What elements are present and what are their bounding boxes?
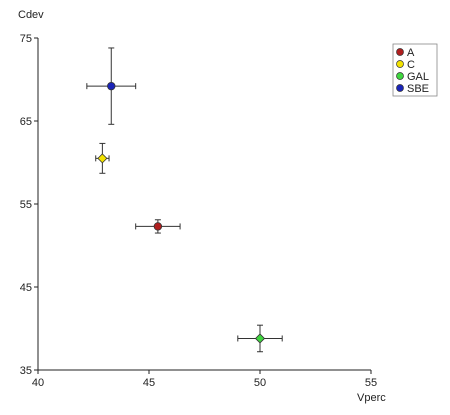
legend-label-c: C <box>407 59 415 71</box>
legend-marker-sbe <box>396 84 404 92</box>
x-tick-label-55: 55 <box>365 377 377 389</box>
legend-label-a: A <box>407 47 415 59</box>
y-tick-label-55: 55 <box>20 199 32 211</box>
marker-gal <box>254 333 266 344</box>
legend-marker-gal <box>396 72 404 80</box>
axes: 35 45 55 65 75 40 45 50 55 <box>20 33 377 389</box>
x-tick-label-45: 45 <box>143 377 155 389</box>
y-tick-label-75: 75 <box>20 33 32 45</box>
x-axis-label: Vperc <box>357 392 386 404</box>
legend-label-gal: GAL <box>407 71 429 83</box>
point-c <box>95 142 110 174</box>
point-gal <box>237 324 283 353</box>
legend-marker-c <box>396 60 404 68</box>
y-axis-label: Cdev <box>18 9 44 21</box>
x-tick-label-40: 40 <box>32 377 44 389</box>
data-marks <box>86 47 283 353</box>
legend-marker-a <box>396 48 404 56</box>
marker-c <box>97 153 108 164</box>
y-tick-label-35: 35 <box>20 365 32 377</box>
legend-label-sbe: SBE <box>407 83 429 95</box>
y-tick-label-65: 65 <box>20 116 32 128</box>
y-tick-label-45: 45 <box>20 282 32 294</box>
x-tick-label-50: 50 <box>254 377 266 389</box>
point-a <box>135 219 181 234</box>
marker-sbe <box>107 81 116 91</box>
point-sbe <box>86 47 137 125</box>
marker-a <box>153 222 163 231</box>
